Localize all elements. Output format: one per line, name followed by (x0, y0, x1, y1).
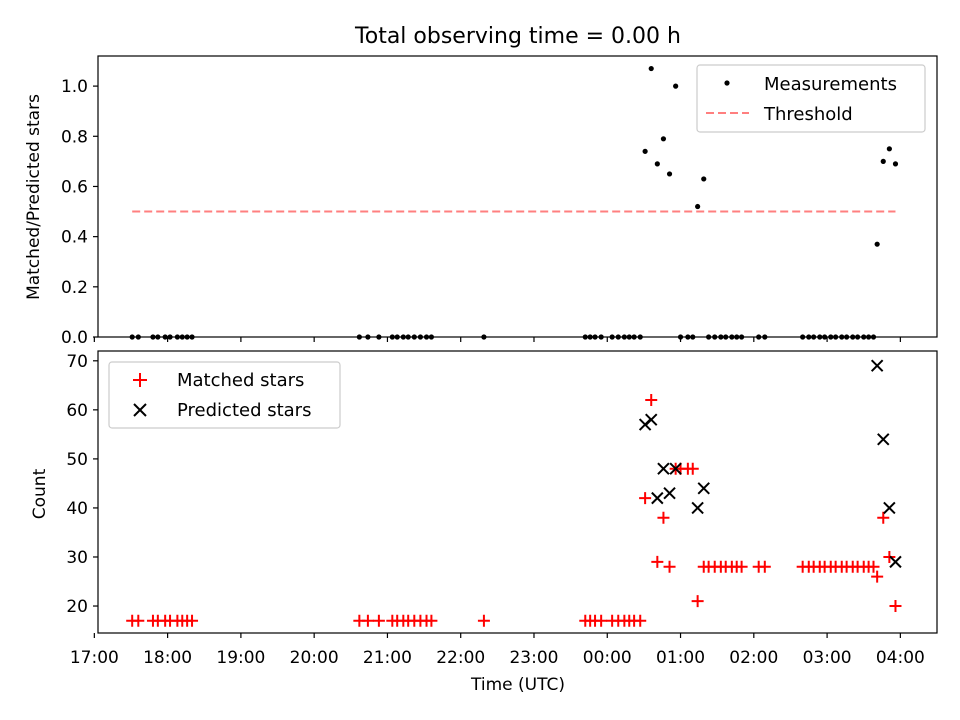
bottom-ytick-label: 70 (66, 352, 88, 372)
top-ytick-label: 0.4 (61, 228, 88, 248)
bottom-ytick-label: 40 (66, 499, 88, 519)
top-legend: Measurements Threshold (696, 64, 926, 133)
top-panel: 0.0 0.2 0.4 0.6 0.8 1.0 (61, 55, 938, 348)
predicted-point (651, 491, 664, 505)
bottom-panel: 20 30 40 50 60 70 17:00 18:00 19:00 20:00 21:00 22:… (66, 350, 938, 668)
matched-point (871, 570, 884, 583)
matched-point (595, 614, 608, 627)
top-legend-box (696, 64, 926, 133)
bottom-legend: Matched stars Predicted stars (108, 361, 341, 429)
predicted-point (657, 462, 670, 475)
matched-point (758, 560, 771, 573)
bottom-ylabel: Count (30, 468, 50, 519)
matched-legend-marker (133, 373, 147, 387)
predicted-point (889, 555, 902, 569)
matched-point (691, 595, 704, 608)
matched-point (735, 560, 748, 573)
matched-point (883, 550, 896, 563)
measurement-point (892, 161, 899, 167)
top-axes-frame (97, 55, 938, 338)
matched-point (186, 614, 199, 627)
bottom-ytick-label: 50 (66, 450, 88, 470)
top-ytick-label: 0.8 (61, 127, 88, 147)
bottom-axes-frame (97, 350, 938, 634)
matched-point (372, 614, 385, 627)
x-tick-label: 21:00 (363, 648, 412, 668)
bottom-ytick-label: 60 (66, 401, 88, 421)
top-ytick-label: 1.0 (61, 77, 88, 97)
bottom-legend-box (108, 361, 341, 429)
legend-label-measurements: Measurements (764, 74, 897, 95)
measurement-point (886, 146, 892, 152)
bottom-ytick-label: 20 (66, 597, 88, 617)
bottom-ytick-label: 30 (66, 548, 88, 568)
matched-point (889, 600, 902, 613)
measurement-point (654, 161, 660, 167)
measurement-point (874, 241, 880, 247)
x-tick-label: 17:00 (70, 648, 119, 668)
matched-point (645, 394, 658, 407)
legend-label-predicted: Predicted stars (177, 400, 311, 421)
x-tick-label: 22:00 (436, 648, 485, 668)
matched-point (877, 511, 890, 524)
predicted-point (697, 482, 710, 495)
matched-point (634, 614, 647, 627)
x-tick-label: 01:00 (656, 648, 705, 668)
top-ylabel: Matched/Predicted stars (24, 94, 44, 300)
legend-label-matched: Matched stars (177, 370, 304, 391)
matched-point (867, 560, 880, 573)
matched-point (651, 555, 664, 568)
predicted-legend-marker (133, 403, 147, 417)
measurements-legend-marker (724, 80, 730, 86)
x-tick-label: 20:00 (290, 648, 339, 668)
matched-point (657, 511, 670, 524)
matched-point (639, 492, 652, 505)
predicted-point (877, 433, 890, 446)
matched-point (361, 614, 374, 627)
predicted-point (883, 501, 896, 515)
top-ytick-label: 0.6 (61, 177, 88, 197)
predicted-point (691, 501, 704, 515)
matched-point (663, 560, 676, 573)
predicted-point (870, 359, 884, 372)
measurement-point (666, 171, 673, 177)
top-ytick-label: 0.2 (61, 278, 88, 298)
x-tick-label: 23:00 (509, 648, 558, 668)
x-tick-label: 18:00 (143, 648, 192, 668)
measurement-point (642, 148, 648, 154)
measurement-point (673, 83, 679, 89)
measurement-point (701, 176, 707, 182)
top-ytick-label: 0.0 (61, 328, 88, 348)
predicted-point (669, 462, 682, 475)
predicted-point (645, 413, 658, 426)
matched-point (477, 614, 490, 627)
legend-label-threshold: Threshold (763, 104, 853, 125)
x-tick-label: 19:00 (216, 648, 265, 668)
x-tick-label: 03:00 (803, 648, 852, 668)
matched-point (686, 462, 699, 475)
x-tick-label: 00:00 (583, 648, 632, 668)
matched-point (425, 614, 438, 627)
measurement-point (880, 158, 886, 164)
measurement-point (695, 203, 701, 210)
matched-point (132, 614, 145, 627)
x-tick-label: 04:00 (876, 648, 925, 668)
x-axis-label: Time (UTC) (470, 675, 565, 695)
measurement-point (660, 136, 667, 142)
measurement-point (648, 65, 654, 72)
chart-title: Total observing time = 0.00 h (354, 24, 681, 49)
predicted-point (663, 487, 676, 500)
x-tick-label: 02:00 (729, 648, 778, 668)
